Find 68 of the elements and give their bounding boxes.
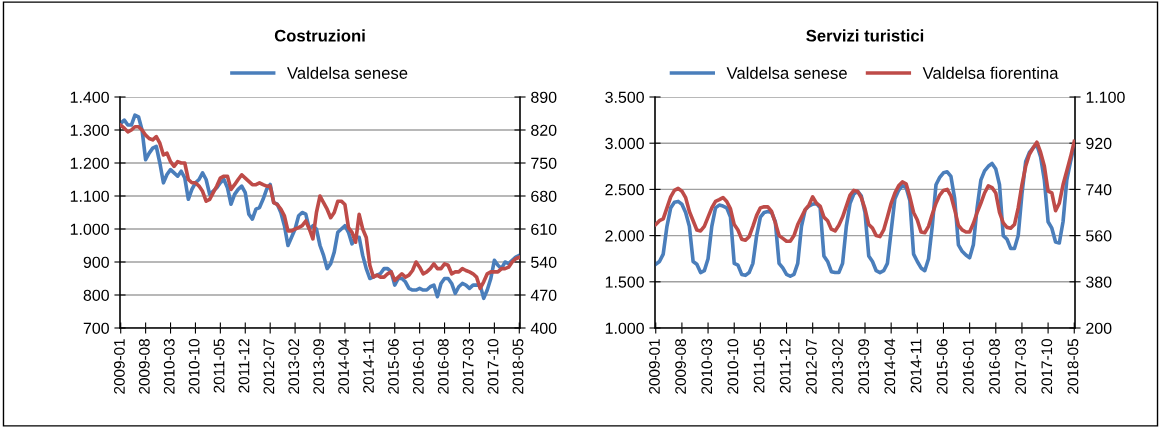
y-tick-label: 2.000 xyxy=(605,230,644,242)
x-tick-label: 2015-06 xyxy=(936,339,948,394)
y2-tick-label: 820 xyxy=(531,124,557,136)
x-tick-label: 2016-01 xyxy=(962,339,974,394)
x-tick-label: 2012-07 xyxy=(805,339,817,394)
y-tick-label: 1.000 xyxy=(70,223,109,235)
x-tick-label: 2017-10 xyxy=(487,339,499,394)
y-tick-label: 2.500 xyxy=(605,184,644,196)
x-tick-label: 2013-09 xyxy=(313,339,325,394)
y2-tick-label: 380 xyxy=(1086,276,1112,288)
x-tick-label: 2014-04 xyxy=(338,338,350,394)
x-tick-label: 2018-05 xyxy=(1067,339,1079,394)
x-tick-label: 2011-05 xyxy=(213,339,225,393)
y-tick-label: 1.300 xyxy=(70,124,109,136)
x-tick-label: 2017-03 xyxy=(1015,339,1027,394)
legend-label: Valdelsa fiorentina xyxy=(922,66,1059,79)
y2-tick-label: 200 xyxy=(1086,322,1112,334)
chart-title: Servizi turistici xyxy=(806,29,924,42)
x-tick-label: 2013-09 xyxy=(858,339,870,394)
x-tick-label: 2009-08 xyxy=(138,339,150,394)
y-tick-label: 1.500 xyxy=(605,276,644,288)
x-tick-label: 2010-10 xyxy=(727,339,739,394)
y2-tick-label: 560 xyxy=(1086,230,1112,242)
x-tick-label: 2012-07 xyxy=(263,339,275,394)
y-tick-label: 3.500 xyxy=(605,91,644,103)
x-tick-label: 2011-12 xyxy=(779,339,791,393)
y-tick-label: 3.000 xyxy=(605,137,644,150)
x-tick-label: 2009-01 xyxy=(649,339,660,394)
chart-title: Costruzioni xyxy=(274,29,365,42)
y2-tick-label: 920 xyxy=(1086,137,1112,150)
x-tick-label: 2016-01 xyxy=(412,339,424,394)
x-tick-label: 2009-08 xyxy=(675,339,687,394)
legend-label: Valdelsa senese xyxy=(726,66,847,79)
y-tick-label: 900 xyxy=(83,256,109,268)
line-series xyxy=(655,139,1075,244)
x-tick-label: 2010-03 xyxy=(701,339,713,394)
x-tick-label: 2014-04 xyxy=(884,338,896,394)
x-tick-label: 2013-02 xyxy=(832,339,843,394)
y2-tick-label: 890 xyxy=(531,91,557,103)
x-tick-label: 2017-10 xyxy=(1041,339,1053,394)
y-tick-label: 1.000 xyxy=(605,322,644,334)
x-tick-label: 2014-11 xyxy=(363,339,374,393)
x-tick-label: 2017-03 xyxy=(462,339,474,394)
y2-tick-label: 400 xyxy=(530,322,557,334)
x-tick-label: 2014-11 xyxy=(910,339,922,393)
x-tick-label: 2011-12 xyxy=(238,339,250,393)
x-tick-label: 2015-06 xyxy=(388,339,399,394)
y-tick-label: 700 xyxy=(83,322,109,334)
y-tick-label: 1.400 xyxy=(70,91,109,103)
x-tick-label: 2018-05 xyxy=(512,339,524,394)
x-tick-label: 2013-02 xyxy=(288,339,300,394)
y2-tick-label: 740 xyxy=(1086,184,1112,196)
legend-label: Valdelsa senese xyxy=(287,66,408,79)
x-tick-label: 2010-03 xyxy=(163,339,175,394)
x-tick-label: 2016-08 xyxy=(989,339,1000,394)
y-tick-label: 1.200 xyxy=(70,157,109,169)
x-tick-label: 2009-01 xyxy=(113,339,125,394)
y2-tick-label: 750 xyxy=(531,157,557,169)
x-tick-label: 2010-10 xyxy=(188,339,200,394)
y-tick-label: 1.100 xyxy=(70,190,109,202)
x-tick-label: 2011-05 xyxy=(753,339,765,393)
y2-tick-label: 470 xyxy=(530,289,557,301)
y2-tick-label: 540 xyxy=(531,256,557,268)
y2-tick-label: 680 xyxy=(531,190,557,202)
x-tick-label: 2016-08 xyxy=(437,339,449,394)
y2-tick-label: 610 xyxy=(531,223,557,235)
y2-tick-label: 1.100 xyxy=(1086,91,1125,103)
y-tick-label: 800 xyxy=(83,289,109,301)
